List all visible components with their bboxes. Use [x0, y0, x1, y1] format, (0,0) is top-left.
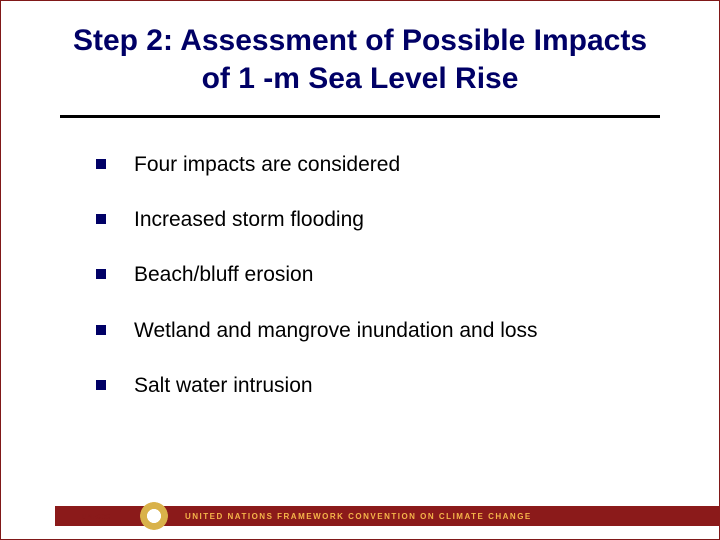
un-emblem-icon — [140, 502, 168, 530]
unfccc-logo-label: UNFCCC — [82, 514, 110, 521]
footer-text: UNITED NATIONS FRAMEWORK CONVENTION ON C… — [55, 512, 532, 521]
slide-frame — [0, 0, 720, 540]
unfccc-logo: UNFCCC — [78, 506, 114, 528]
